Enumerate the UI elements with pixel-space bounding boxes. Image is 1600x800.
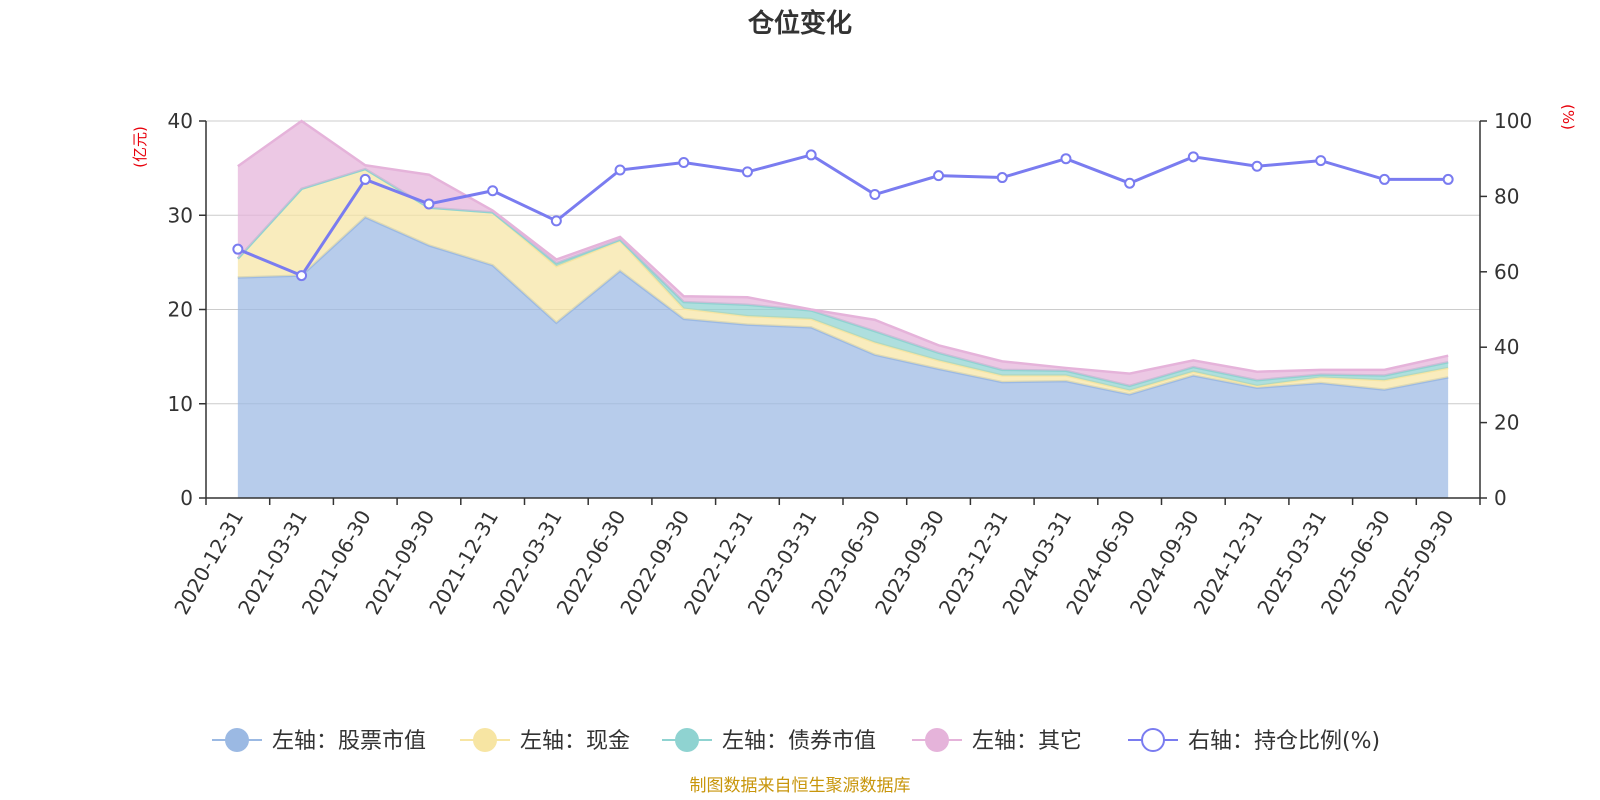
ratio-point [1378,173,1390,185]
left-tick-label: 10 [168,392,193,416]
legend[interactable]: 左轴：股票市值 左轴：现金 左轴：债券市值 左轴：其它 右轴：持仓比例(%) [212,728,1380,754]
left-tick-label: 40 [168,109,193,133]
ratio-point [550,215,562,227]
chart-title: 仓位变化 [747,8,852,39]
legend-marker-icon [675,728,699,752]
left-tick-label: 30 [168,203,193,227]
legend-marker-icon [225,728,249,752]
ratio-point [1124,177,1136,189]
ratio-point [1187,151,1199,163]
area-stock [237,217,1449,498]
ratio-point [805,149,817,161]
line-layer [232,149,1454,282]
legend-item-stock[interactable]: 左轴：股票市值 [212,728,426,754]
area-edge-other [237,119,1449,375]
ratio-point [869,189,881,201]
legend-marker-icon [1141,728,1165,752]
right-tick-label: 100 [1494,109,1532,133]
right-tick-label: 0 [1494,486,1507,510]
legend-label: 左轴：股票市值 [272,729,426,754]
ratio-point [996,172,1008,184]
right-tick-label: 80 [1494,184,1519,208]
left-axis-name: (亿元) [131,126,149,168]
legend-item-other[interactable]: 左轴：其它 [912,728,1082,754]
legend-label: 左轴：现金 [520,729,630,754]
ratio-point [487,185,499,197]
ratio-point [359,173,371,185]
legend-marker-icon [925,728,949,752]
ratio-point [296,270,308,282]
ratio-point [678,156,690,168]
ratio-point [741,166,753,178]
source-note: 制图数据来自恒生聚源数据库 [690,776,911,796]
ratio-point [1060,153,1072,165]
legend-label: 左轴：债券市值 [722,729,876,754]
right-tick-label: 60 [1494,260,1519,284]
ratio-point [614,164,626,176]
ratio-point [1442,173,1454,185]
ratio-point [232,243,244,255]
legend-label: 右轴：持仓比例(%) [1188,729,1380,754]
area-edge-stock [237,215,1449,396]
right-tick-label: 40 [1494,335,1519,359]
legend-label: 左轴：其它 [972,729,1082,754]
ratio-line [237,153,1449,278]
legend-marker-icon [473,728,497,752]
left-tick-label: 0 [180,486,193,510]
left-tick-label: 20 [168,298,193,322]
legend-item-bond[interactable]: 左轴：债券市值 [662,728,876,754]
ratio-point [1315,155,1327,167]
right-axis-name: (%) [1559,104,1577,130]
ratio-point [423,198,435,210]
ratio-point [933,170,945,182]
right-tick-label: 20 [1494,411,1519,435]
legend-item-ratio[interactable]: 右轴：持仓比例(%) [1128,728,1380,754]
ratio-point [1251,160,1263,172]
legend-item-cash[interactable]: 左轴：现金 [460,728,630,754]
